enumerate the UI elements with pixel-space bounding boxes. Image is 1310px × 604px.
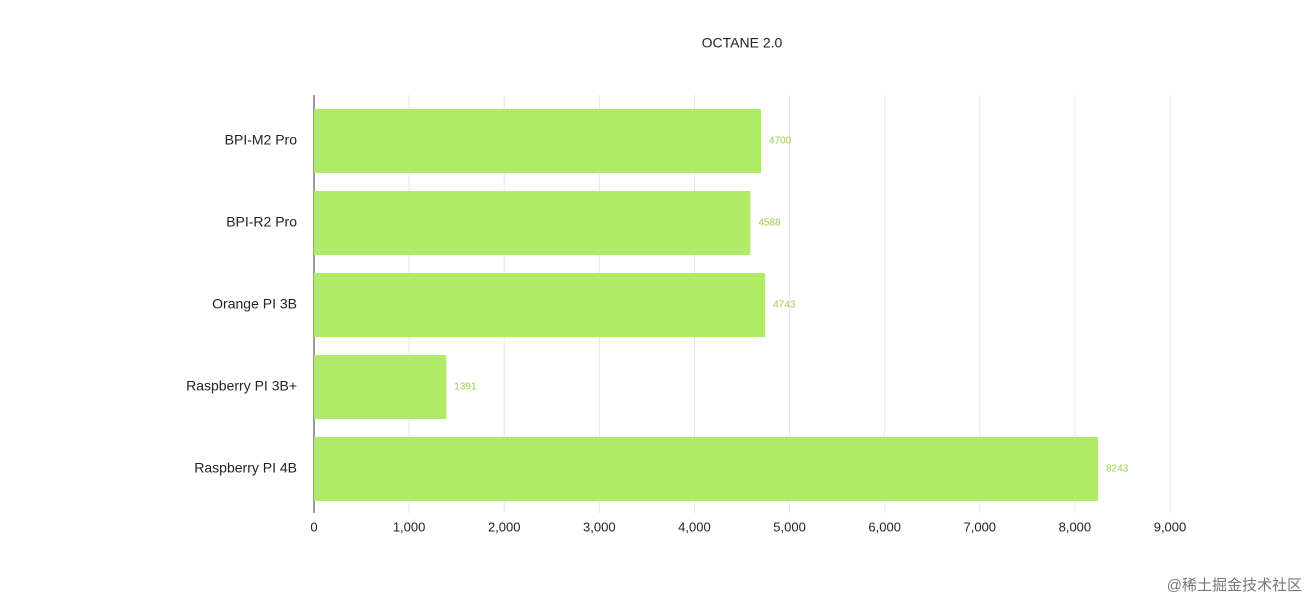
bar	[314, 355, 447, 419]
x-tick-label: 7,000	[964, 519, 997, 534]
x-tick-label: 3,000	[583, 519, 616, 534]
watermark: @稀土掘金技术社区	[1167, 577, 1302, 594]
bar	[314, 191, 751, 255]
x-tick-label: 5,000	[773, 519, 806, 534]
chart-title: OCTANE 2.0	[702, 35, 783, 51]
value-label: 8243	[1106, 464, 1129, 475]
bar	[314, 273, 766, 337]
y-tick-label: Raspberry PI 4B	[194, 460, 297, 476]
y-tick-label: Orange PI 3B	[212, 296, 297, 312]
value-label: 4743	[773, 300, 796, 311]
y-tick-label: BPI-R2 Pro	[226, 214, 297, 230]
y-tick-label: Raspberry PI 3B+	[186, 378, 297, 394]
bar	[314, 437, 1099, 501]
x-tick-label: 4,000	[678, 519, 711, 534]
value-label: 4700	[769, 136, 792, 147]
x-tick-label: 0	[310, 519, 317, 534]
x-tick-label: 1,000	[393, 519, 426, 534]
x-tick-label: 2,000	[488, 519, 521, 534]
value-label: 1391	[454, 382, 477, 393]
x-tick-label: 6,000	[868, 519, 901, 534]
value-label: 4588	[758, 218, 781, 229]
x-tick-label: 9,000	[1154, 519, 1187, 534]
x-tick-label: 8,000	[1059, 519, 1092, 534]
bar	[314, 109, 762, 173]
y-tick-label: BPI-M2 Pro	[225, 132, 298, 148]
